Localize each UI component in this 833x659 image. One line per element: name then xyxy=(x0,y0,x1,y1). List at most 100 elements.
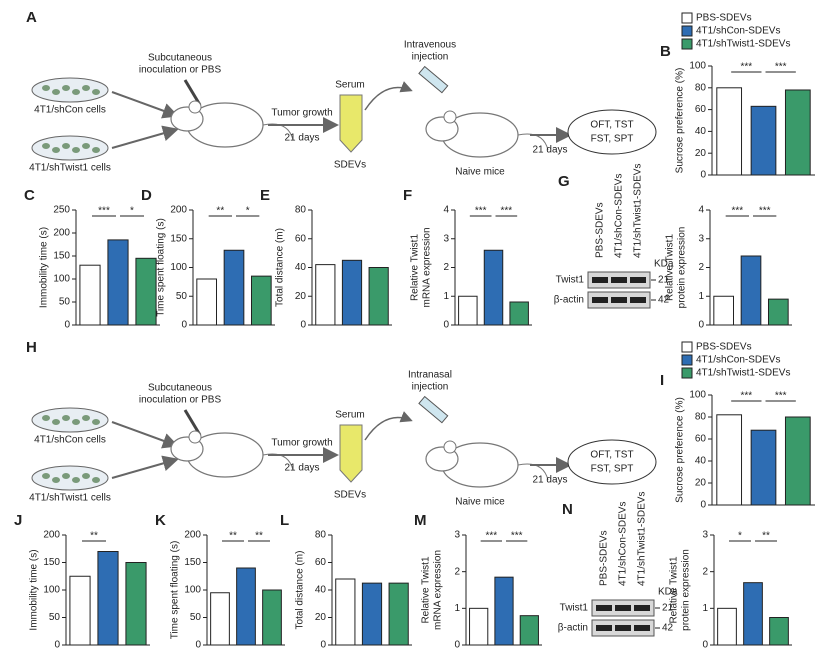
tests-label: FST, SPT xyxy=(591,464,634,475)
sig-label: *** xyxy=(731,206,743,217)
y-tick-label: 200 xyxy=(184,530,201,541)
band xyxy=(596,625,612,631)
sdevs-label: SDEVs xyxy=(334,490,366,501)
y-tick-label: 1 xyxy=(702,603,708,614)
size-label: 21 xyxy=(662,603,674,614)
y-tick-label: 60 xyxy=(315,557,327,568)
y-axis-label: Relative Twist1 xyxy=(421,556,432,624)
panel-letter: F xyxy=(403,187,412,204)
injection-label: Intranasal xyxy=(408,370,452,381)
bar xyxy=(315,264,336,326)
legend-swatch xyxy=(681,25,693,37)
band xyxy=(592,277,608,283)
mouse-ear xyxy=(188,100,202,114)
days-label: 21 days xyxy=(284,133,319,144)
size-label: 42 xyxy=(658,295,670,306)
sig-label: ** xyxy=(762,531,770,542)
cell xyxy=(72,477,80,483)
bar xyxy=(784,416,811,506)
sig-label: ** xyxy=(216,206,224,217)
bar xyxy=(135,257,157,326)
cell xyxy=(72,89,80,95)
bar xyxy=(361,582,383,646)
y-tick-label: 100 xyxy=(689,61,706,72)
y-tick-label: 3 xyxy=(702,530,708,541)
cell xyxy=(52,89,60,95)
y-tick-label: 2 xyxy=(702,566,708,577)
y-tick-label: 150 xyxy=(53,251,70,262)
dish xyxy=(31,407,109,433)
legend-label: 4T1/shCon-SDEVs xyxy=(696,26,780,37)
y-tick-label: 20 xyxy=(315,612,327,623)
y-tick-label: 0 xyxy=(700,500,706,511)
panel-letter: A xyxy=(26,9,37,26)
y-tick-label: 200 xyxy=(43,530,60,541)
serum-label: Serum xyxy=(335,80,364,91)
size-label: 42 xyxy=(662,623,674,634)
y-tick-label: 2 xyxy=(454,566,460,577)
bar xyxy=(250,275,272,326)
y-axis-label: Sucrose preference (%) xyxy=(675,68,686,174)
panel-letter: K xyxy=(155,512,166,529)
bar xyxy=(784,89,811,176)
y-tick-label: 80 xyxy=(315,530,327,541)
bar xyxy=(341,259,363,326)
cell xyxy=(62,473,70,479)
cell xyxy=(92,477,100,483)
bar xyxy=(767,298,789,326)
arrow xyxy=(111,455,179,479)
cell xyxy=(82,85,90,91)
bar xyxy=(236,567,256,646)
y-tick-label: 40 xyxy=(315,585,327,596)
sig-label: *** xyxy=(98,206,110,217)
bar xyxy=(769,617,789,646)
y-axis-label: mRNA expression xyxy=(433,550,444,630)
naive-label: Naive mice xyxy=(455,497,505,508)
y-axis-label: Relative Twist1 xyxy=(665,234,676,302)
bar xyxy=(335,578,356,646)
cell xyxy=(52,147,60,153)
y-tick-label: 200 xyxy=(53,228,70,239)
syringe xyxy=(183,409,202,436)
sig-label: *** xyxy=(740,62,752,73)
sig-label: *** xyxy=(500,206,512,217)
band xyxy=(596,605,612,611)
legend-swatch xyxy=(681,38,693,50)
y-tick-label: 0 xyxy=(454,640,460,651)
sig-label: ** xyxy=(229,531,237,542)
band xyxy=(615,625,631,631)
y-tick-label: 20 xyxy=(295,291,307,302)
bar xyxy=(69,575,91,646)
inoculation-label: inoculation or PBS xyxy=(139,395,222,406)
inoculation-label: Subcutaneous xyxy=(148,383,212,394)
y-tick-label: 1 xyxy=(454,603,460,614)
sig-label: ** xyxy=(90,531,98,542)
y-axis-label: Relative Twist1 xyxy=(669,556,680,624)
lane-label: 4T1/shTwist1-SDEVs xyxy=(633,164,644,258)
y-tick-label: 80 xyxy=(695,412,707,423)
days-label: 21 days xyxy=(532,145,567,156)
legend-swatch xyxy=(681,12,693,24)
legend-swatch xyxy=(681,354,693,366)
legend-swatch xyxy=(681,367,693,379)
bar xyxy=(368,267,389,326)
syringe-barrel xyxy=(418,395,449,424)
y-tick-label: 20 xyxy=(695,478,707,489)
legend-swatch xyxy=(681,341,693,353)
legend-label: 4T1/shTwist1-SDEVs xyxy=(696,39,790,50)
bar xyxy=(740,255,762,326)
y-tick-label: 100 xyxy=(184,585,201,596)
cell-label: 4T1/shCon cells xyxy=(34,435,106,446)
sig-label: *** xyxy=(759,206,771,217)
bar xyxy=(750,429,777,506)
y-axis-label: protein expression xyxy=(677,227,688,309)
cell xyxy=(62,143,70,149)
y-tick-label: 3 xyxy=(698,233,704,244)
tests-label: OFT, TST xyxy=(590,120,633,131)
lane-label: PBS-SDEVs xyxy=(595,202,606,258)
growth-label: Tumor growth xyxy=(271,438,332,449)
sig-label: ** xyxy=(255,531,263,542)
band-label: β-actin xyxy=(558,623,588,634)
mouse-ear xyxy=(188,430,202,444)
